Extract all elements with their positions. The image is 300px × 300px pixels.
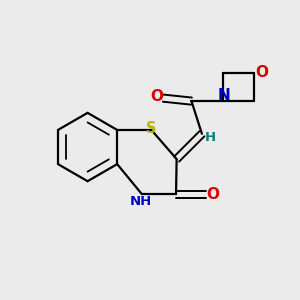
Text: N: N (217, 88, 230, 103)
Text: O: O (206, 187, 219, 202)
Text: NH: NH (130, 195, 152, 208)
Text: O: O (150, 89, 163, 104)
Text: H: H (205, 131, 216, 144)
Text: O: O (256, 65, 269, 80)
Text: S: S (146, 121, 157, 136)
